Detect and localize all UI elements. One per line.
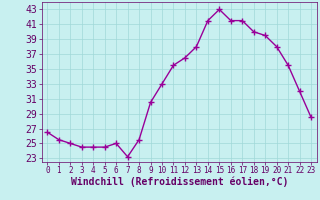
X-axis label: Windchill (Refroidissement éolien,°C): Windchill (Refroidissement éolien,°C): [70, 177, 288, 187]
